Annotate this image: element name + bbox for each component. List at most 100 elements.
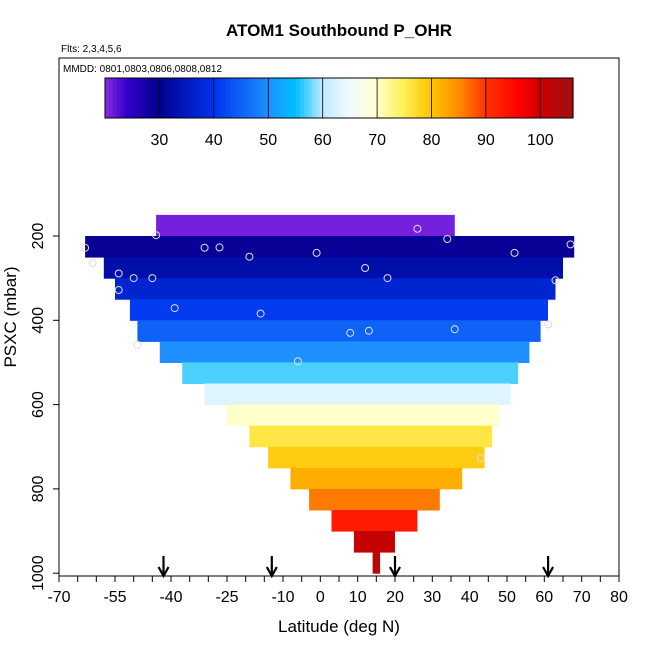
colorbar-segment-14 bbox=[159, 78, 165, 118]
colorbar-segment-47 bbox=[288, 78, 293, 118]
colorbar-segment-62 bbox=[346, 78, 352, 118]
colorbar-segment-83 bbox=[428, 78, 434, 118]
x-tick-label-12: 70 bbox=[573, 589, 591, 606]
colorbar-segment-71 bbox=[381, 78, 387, 118]
colorbar-segment-6 bbox=[128, 78, 133, 118]
colorbar-segment-21 bbox=[186, 78, 192, 118]
colorbar-segment-68 bbox=[370, 78, 375, 118]
colorbar-segment-25 bbox=[202, 78, 207, 118]
colorbar-tick-label-5: 80 bbox=[423, 132, 441, 149]
colorbar-segment-32 bbox=[229, 78, 235, 118]
colorbar-segment-115 bbox=[553, 78, 558, 118]
colorbar-segment-87 bbox=[444, 78, 449, 118]
colorbar-segment-77 bbox=[405, 78, 410, 118]
colorbar-segment-17 bbox=[171, 78, 176, 118]
colorbar-segment-3 bbox=[116, 78, 122, 118]
observation-point-5 bbox=[215, 243, 224, 252]
colorbar-segment-30 bbox=[222, 78, 227, 118]
heatmap-band-4 bbox=[129, 299, 548, 321]
colorbar-tick-label-1: 40 bbox=[205, 132, 223, 149]
observation-point-1 bbox=[152, 231, 161, 240]
colorbar-segment-38 bbox=[253, 78, 258, 118]
colorbar-frame bbox=[104, 77, 574, 119]
colorbar-segment-60 bbox=[339, 78, 344, 118]
heatmap-band-15 bbox=[353, 531, 395, 553]
colorbar-segment-5 bbox=[124, 78, 129, 118]
colorbar-segment-85 bbox=[436, 78, 441, 118]
y-tick-label-4: 1000 bbox=[30, 555, 47, 591]
colorbar-segment-22 bbox=[190, 78, 196, 118]
colorbar-segment-13 bbox=[155, 78, 161, 118]
dates-subtitle: MMDD: 0801,0803,0806,0808,0812 bbox=[63, 64, 222, 75]
heatmap-band-6 bbox=[159, 341, 530, 363]
observation-point-12 bbox=[114, 269, 123, 278]
observation-point-14 bbox=[148, 274, 157, 283]
colorbar-segment-23 bbox=[194, 78, 200, 118]
chart-title: ATOM1 Southbound P_OHR bbox=[226, 21, 452, 40]
observation-point-25 bbox=[293, 357, 302, 366]
x-tick-label-13: 80 bbox=[610, 589, 628, 606]
y-tick-label-1: 400 bbox=[30, 307, 47, 334]
colorbar-segment-2 bbox=[112, 78, 118, 118]
heatmap-band-7 bbox=[182, 362, 519, 384]
heatmap-band-0 bbox=[156, 214, 455, 237]
observation-point-6 bbox=[566, 240, 575, 249]
colorbar-segment-104 bbox=[510, 78, 516, 118]
heatmap-bands bbox=[85, 214, 575, 574]
observation-point-20 bbox=[544, 320, 553, 329]
colorbar-segment-24 bbox=[198, 78, 204, 118]
colorbar-segment-39 bbox=[257, 78, 262, 118]
x-axis-label: Latitude (deg N) bbox=[278, 617, 400, 636]
observation-point-24 bbox=[133, 340, 142, 349]
colorbar-segment-9 bbox=[140, 78, 145, 118]
colorbar-segment-72 bbox=[385, 78, 391, 118]
colorbar-segment-110 bbox=[534, 78, 539, 118]
colorbar-segment-69 bbox=[374, 78, 379, 118]
observation-point-17 bbox=[114, 286, 123, 294]
colorbar-segment-8 bbox=[136, 78, 141, 118]
colorbar-segment-93 bbox=[467, 78, 473, 118]
colorbar-segment-91 bbox=[459, 78, 465, 118]
colorbar-segment-89 bbox=[452, 78, 457, 118]
colorbar-segment-50 bbox=[300, 78, 305, 118]
colorbar-segment-59 bbox=[335, 78, 340, 118]
colorbar-segment-103 bbox=[506, 78, 512, 118]
colorbar-segment-81 bbox=[420, 78, 426, 118]
colorbar-segment-116 bbox=[557, 78, 562, 118]
colorbar-segment-112 bbox=[541, 78, 547, 118]
observation-point-2 bbox=[443, 235, 452, 243]
colorbar-segment-0 bbox=[105, 78, 110, 118]
observation-point-15 bbox=[383, 274, 392, 283]
x-tick-label-0: -70 bbox=[47, 589, 70, 606]
observation-point-23 bbox=[346, 328, 355, 337]
flight-marker-arrow-2 bbox=[389, 556, 401, 579]
colorbar-tick-label-6: 90 bbox=[477, 132, 495, 149]
colorbar-segment-53 bbox=[311, 78, 317, 118]
colorbar-segment-86 bbox=[440, 78, 445, 118]
colorbar-segment-10 bbox=[144, 78, 149, 118]
observation-points bbox=[81, 224, 575, 463]
colorbar-segment-15 bbox=[163, 78, 168, 118]
colorbar-segment-7 bbox=[132, 78, 137, 118]
colorbar-segment-29 bbox=[218, 78, 223, 118]
x-tick-label-8: 30 bbox=[423, 589, 441, 606]
colorbar-segment-4 bbox=[120, 78, 126, 118]
colorbar-segment-88 bbox=[448, 78, 453, 118]
colorbar-segment-109 bbox=[530, 78, 535, 118]
y-tick-label-0: 200 bbox=[30, 223, 47, 250]
colorbar-segment-94 bbox=[471, 78, 477, 118]
colorbar-tick-label-4: 70 bbox=[368, 132, 386, 149]
colorbar-segment-26 bbox=[206, 78, 211, 118]
colorbar-segment-12 bbox=[151, 78, 157, 118]
observation-point-7 bbox=[312, 248, 321, 257]
colorbar-segment-37 bbox=[249, 78, 254, 118]
colorbar-segment-92 bbox=[463, 78, 469, 118]
colorbar-segment-119 bbox=[569, 78, 574, 118]
y-tick-label-2: 600 bbox=[30, 391, 47, 418]
colorbar-segment-42 bbox=[268, 78, 274, 118]
colorbar-segment-107 bbox=[522, 78, 527, 118]
observation-point-4 bbox=[200, 243, 209, 252]
colorbar-segment-51 bbox=[303, 78, 309, 118]
heatmap-band-12 bbox=[290, 467, 463, 490]
colorbar-segment-1 bbox=[108, 78, 114, 118]
